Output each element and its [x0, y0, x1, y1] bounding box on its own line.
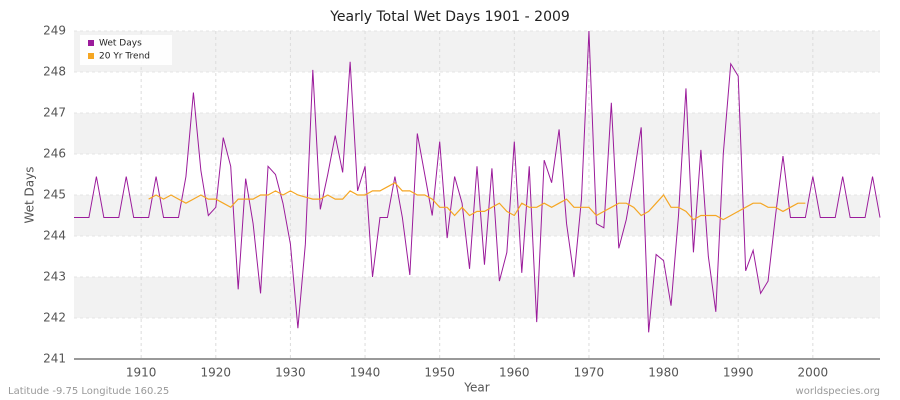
- y-tick-label: 242: [43, 311, 66, 325]
- grid-band: [74, 31, 880, 72]
- x-tick-label: 1910: [126, 366, 157, 380]
- footer-left: Latitude -9.75 Longitude 160.25: [8, 386, 169, 397]
- y-tick-label: 249: [43, 24, 66, 38]
- y-tick-label: 246: [43, 147, 66, 161]
- x-tick-label: 1990: [723, 366, 754, 380]
- x-tick-label: 1950: [424, 366, 455, 380]
- data-line: [148, 181, 806, 221]
- x-tick-label: 1970: [574, 366, 605, 380]
- x-tick-label: 1920: [201, 366, 232, 380]
- x-tick-label: 1940: [350, 366, 381, 380]
- x-tick-label: 1980: [648, 366, 679, 380]
- legend-label: 20 Yr Trend: [99, 52, 150, 62]
- legend-swatch: [88, 53, 94, 59]
- x-tick-label: 1930: [275, 366, 306, 380]
- y-tick-label: 248: [43, 65, 66, 79]
- y-axis-label: Wet Days: [23, 166, 37, 223]
- y-tick-label: 245: [43, 188, 66, 202]
- grid-band: [74, 277, 880, 318]
- legend-label: Wet Days: [99, 39, 142, 49]
- footer-right: worldspecies.org: [796, 386, 880, 397]
- grid-band: [74, 113, 880, 154]
- y-tick-label: 247: [43, 106, 66, 120]
- x-axis-label: Year: [463, 381, 489, 395]
- legend: Wet Days 20 Yr Trend: [80, 35, 172, 65]
- x-tick-label: 2000: [798, 366, 829, 380]
- legend-swatch: [88, 40, 94, 46]
- y-tick-label: 241: [43, 352, 66, 366]
- legend-box: [80, 35, 172, 65]
- grid-band: [74, 195, 880, 236]
- y-tick-label: 244: [43, 229, 66, 243]
- x-tick-label: 1960: [499, 366, 530, 380]
- y-tick-label: 243: [43, 270, 66, 284]
- data-line: [74, 30, 881, 333]
- chart-title: Yearly Total Wet Days 1901 - 2009: [329, 9, 570, 25]
